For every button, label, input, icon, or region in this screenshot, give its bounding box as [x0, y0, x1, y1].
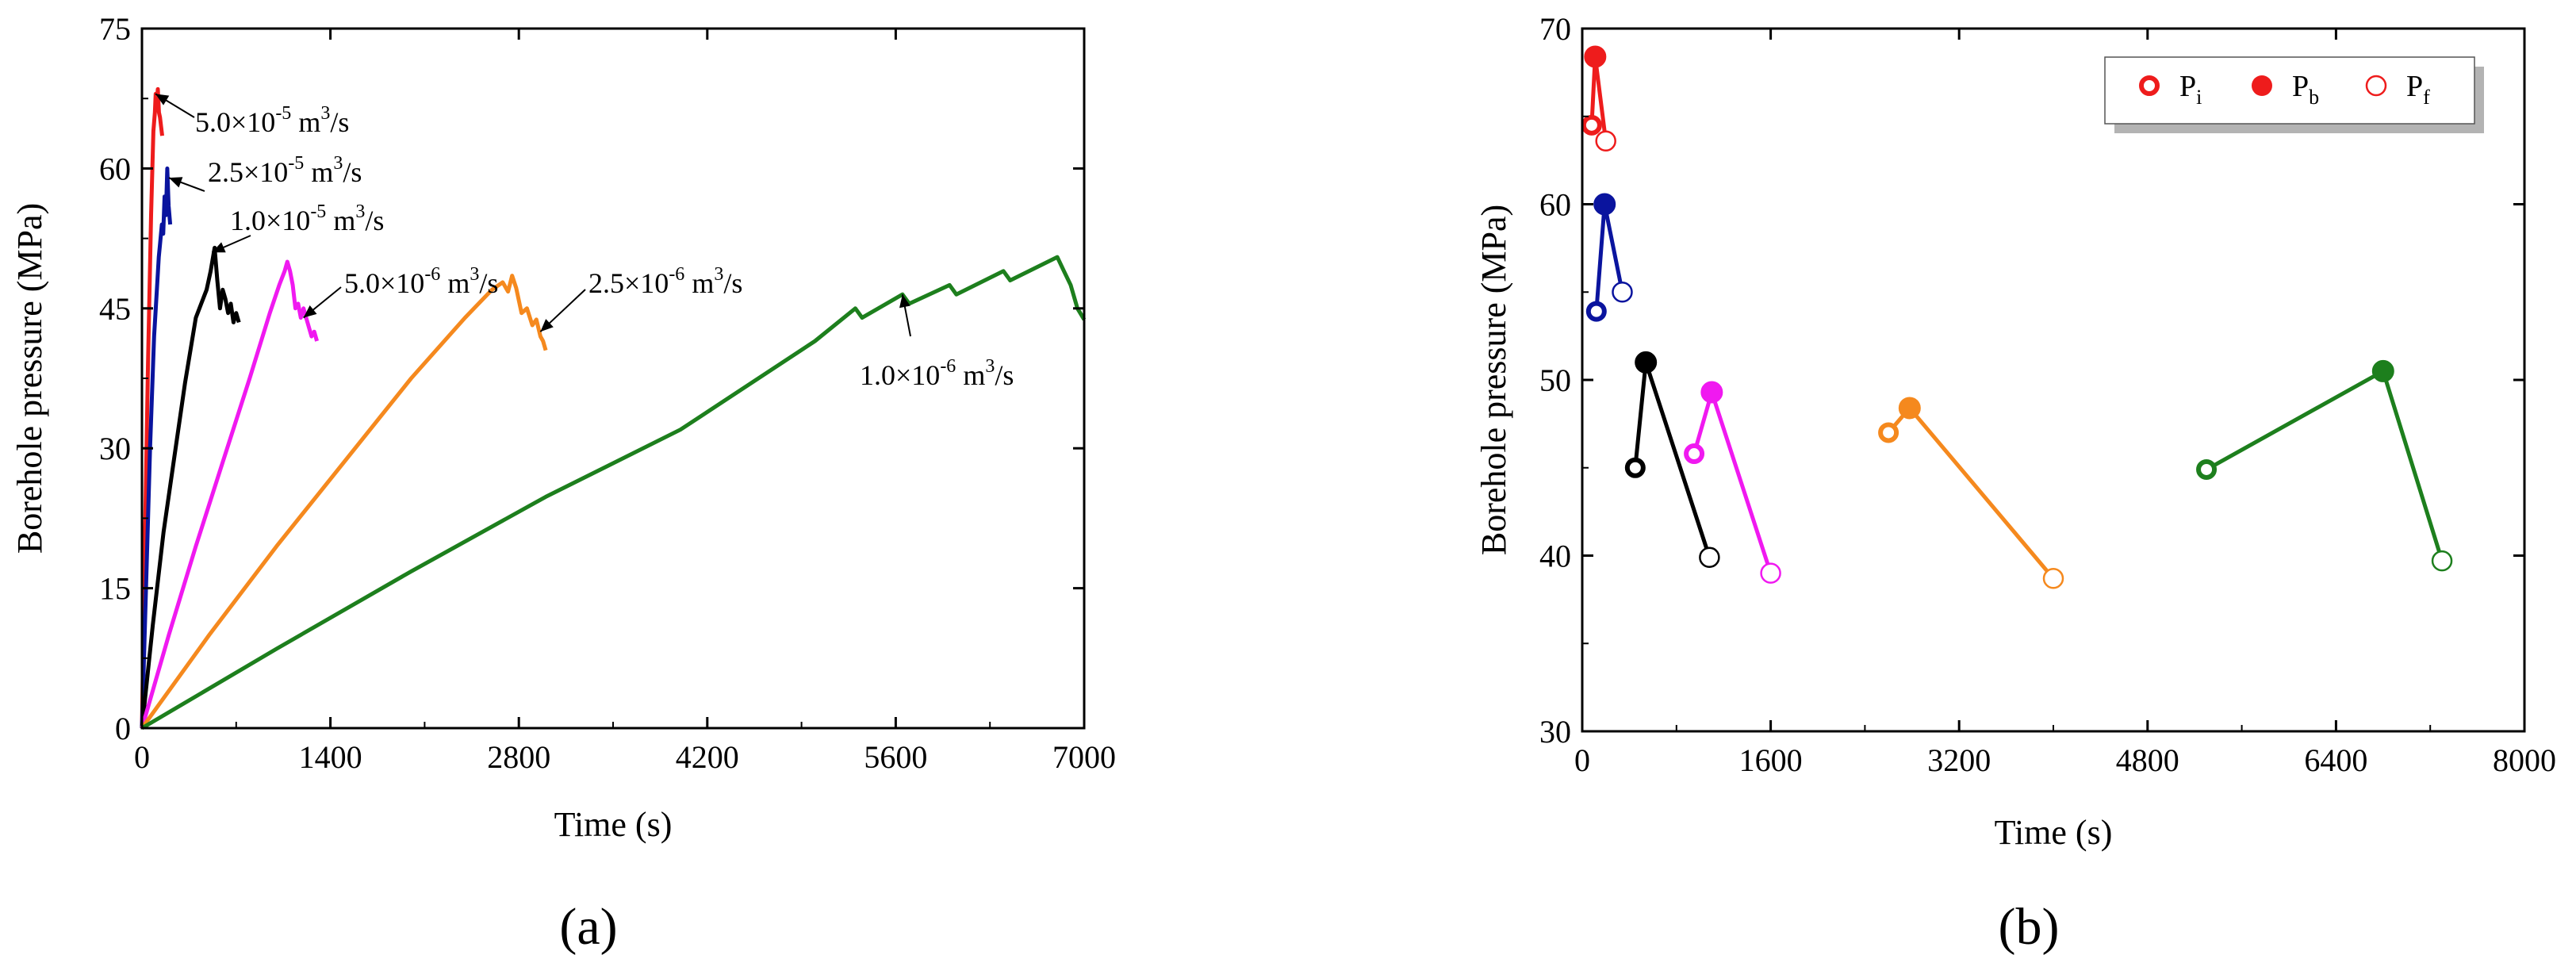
panel-b-legend-label-pf: Pf [2406, 70, 2430, 109]
panel-b-legend-symbol-pb [2252, 75, 2272, 96]
panel-a-plot-frame [140, 27, 1086, 730]
panel-b-pb-point-1 [1584, 45, 1607, 68]
panel-a-annotation-arrowhead-3 [212, 242, 226, 253]
panel-a-annotation-1: 5.0×10-5 m3/s [195, 103, 349, 138]
panel-b-pf-point-6 [2431, 550, 2453, 572]
panel-a-x-tick-label: 0 [134, 739, 150, 775]
panel-b-x-tick-label: 3200 [1927, 742, 1991, 778]
panel-b-y-tick-label: 40 [1539, 539, 1571, 574]
panel-a-series-line-4 [140, 259, 320, 729]
panel-a-annotation-arrowhead-1 [155, 94, 170, 105]
panel-a-label: (a) [559, 898, 617, 956]
panel-b-series-line-5 [1887, 405, 2055, 580]
panel-b-legend-label-pi: Pi [2179, 70, 2202, 109]
panel-b-pi-point-5 [1878, 422, 1899, 443]
panel-b-series-4 [1684, 381, 1781, 584]
panel-a-series-line-5 [140, 274, 548, 730]
panel-a-annotation-5: 2.5×10-6 m3/s [588, 264, 742, 299]
panel-b-label: (b) [1999, 898, 2060, 956]
panel-b-legend-label-pb: Pb [2292, 70, 2319, 109]
panel-b-legend: Pi Pb Pf [2104, 56, 2484, 133]
panel-a-annotation-arrowhead-2 [168, 177, 183, 188]
panel-a-y-tick-label: 60 [99, 151, 131, 186]
panel-b-legend-symbol-pf [2365, 75, 2387, 97]
panel-b-pf-point-2 [1612, 282, 1633, 303]
panel-a-x-tick-label: 7000 [1052, 739, 1116, 775]
panel-b-x-tick-label: 0 [1574, 742, 1590, 778]
panel-a-x-tick-label: 2800 [487, 739, 550, 775]
panel-b-series-group [1581, 45, 2453, 589]
panel-a-annotation-arrowhead-5 [540, 319, 554, 332]
panel-b-ticks: 0 1600 3200 4800 6400 8000 30 40 50 60 70 [1539, 11, 2556, 778]
panel-a-annotation-4: 5.0×10-6 m3/s [344, 264, 498, 299]
panel-a-annotation-arrowhead-6 [899, 294, 910, 309]
panel-b-pi-point-4 [1684, 443, 1705, 465]
panel-b-pb-point-5 [1898, 397, 1921, 420]
panel-b-legend-symbol-pi [2139, 75, 2160, 96]
panel-b-chart: 0 1600 3200 4800 6400 8000 30 40 50 60 70 Time (s)… [1474, 11, 2556, 956]
panel-b-x-axis-title: Time (s) [1995, 813, 2113, 852]
panel-b-legend-box [2104, 56, 2475, 125]
panel-a-y-tick-label: 75 [99, 11, 131, 47]
panel-b-series-6 [2196, 359, 2453, 572]
panel-b-pb-point-6 [2371, 359, 2394, 382]
panel-a-ticks: 0 1400 2800 4200 5600 7000 0 15 30 45 60 75 [99, 11, 1116, 775]
panel-b-pi-point-1 [1581, 114, 1602, 136]
panel-b-y-axis-title: Borehole pressure (MPa) [1474, 205, 1513, 555]
panel-b-series-line-6 [2205, 368, 2444, 562]
panel-a-annotation-2: 2.5×10-5 m3/s [208, 153, 362, 188]
panel-a-y-tick-label: 30 [99, 431, 131, 466]
panel-b-y-tick-label: 30 [1539, 714, 1571, 750]
panel-b-pf-point-4 [1760, 562, 1781, 584]
panel-b-x-tick-label: 1600 [1739, 742, 1803, 778]
panel-b-y-tick-label: 50 [1539, 362, 1571, 398]
panel-a-x-axis-title: Time (s) [554, 805, 673, 844]
panel-a-series-group [140, 86, 1087, 730]
panel-b-pi-point-6 [2196, 458, 2218, 480]
panel-a-annotation-3: 1.0×10-5 m3/s [230, 201, 384, 236]
panel-b-pb-point-4 [1700, 381, 1723, 404]
panel-a-annotation-arrowhead-4 [303, 305, 317, 318]
panel-b-pf-point-5 [2042, 568, 2064, 589]
panel-b-x-tick-label: 4800 [2116, 742, 2179, 778]
panel-b-series-3 [1624, 351, 1720, 568]
panel-b-y-tick-label: 70 [1539, 11, 1571, 47]
panel-b-series-5 [1878, 397, 2064, 589]
panel-a-annotation-6: 1.0×10-6 m3/s [860, 356, 1014, 391]
panel-a-annotations: 5.0×10-5 m3/s 2.5×10-5 m3/s 1.0×10-5 m3/s 5… [155, 93, 1014, 391]
panel-a-x-tick-label: 5600 [864, 739, 927, 775]
panel-a-x-tick-label: 1400 [299, 739, 362, 775]
panel-a-x-tick-label: 4200 [676, 739, 739, 775]
panel-a-y-tick-label: 45 [99, 291, 131, 327]
panel-b-pf-point-3 [1699, 546, 1720, 568]
panel-a-y-axis-title: Borehole pressure (MPa) [10, 203, 49, 554]
panel-b-y-tick-label: 60 [1539, 187, 1571, 223]
panel-b-x-tick-label: 6400 [2304, 742, 2367, 778]
panel-b-pf-point-1 [1595, 130, 1616, 152]
panel-a-y-tick-label: 0 [115, 711, 131, 746]
panel-b-series-2 [1585, 193, 1633, 322]
panel-a-chart: 0 1400 2800 4200 5600 7000 0 15 30 45 60 75 Time (s… [10, 11, 1116, 956]
panel-b-pi-point-3 [1624, 457, 1646, 478]
panel-b-series-1 [1581, 45, 1616, 152]
panel-a-series-line-3 [140, 245, 241, 729]
panel-a-y-tick-label: 15 [99, 571, 131, 607]
panel-b-pb-point-2 [1593, 193, 1616, 216]
panel-b-x-tick-label: 8000 [2493, 742, 2556, 778]
panel-a-series-line-6 [140, 255, 1087, 730]
panel-a-series-line-2 [140, 166, 173, 729]
panel-b-pi-point-2 [1585, 301, 1607, 322]
panel-b-pb-point-3 [1635, 351, 1658, 374]
